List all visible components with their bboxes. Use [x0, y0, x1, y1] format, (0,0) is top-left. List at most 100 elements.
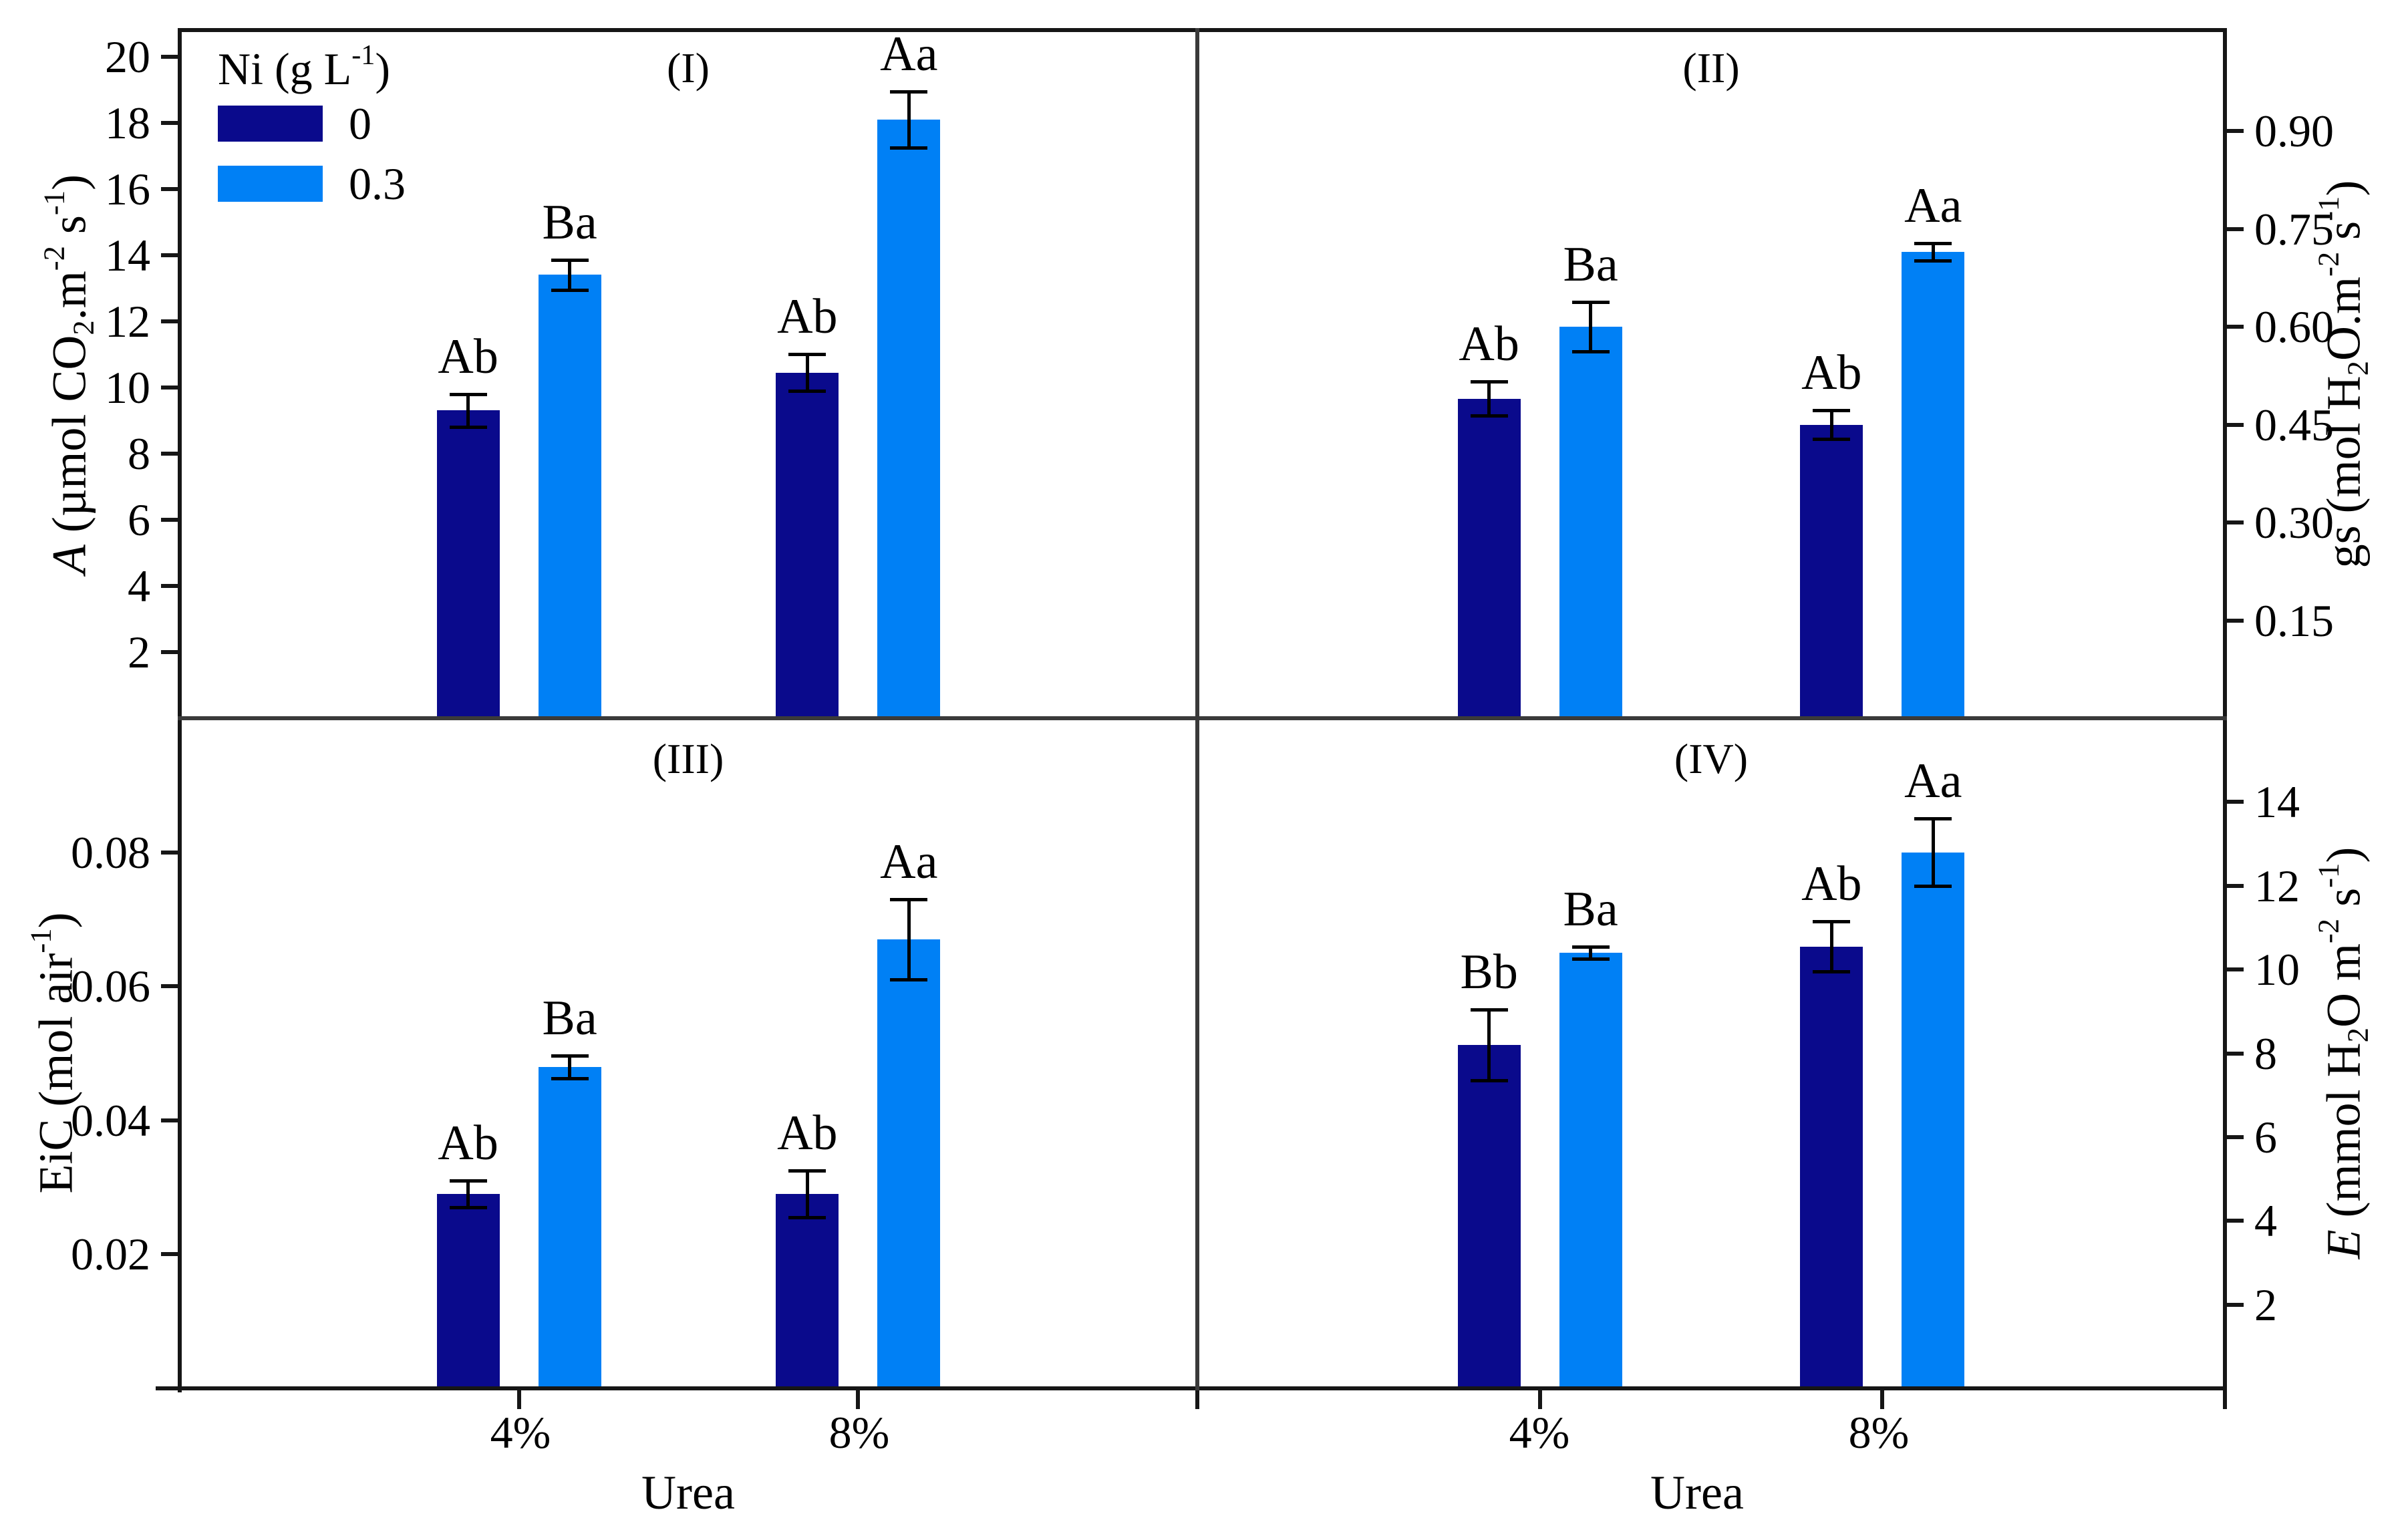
y-tick-label: 10 [2254, 944, 2300, 996]
bar-(IV)-4%-ni0 [1457, 1044, 1521, 1388]
significance-label: Ab [777, 1106, 838, 1161]
error-bar-line [907, 91, 911, 148]
significance-label: Bb [1460, 944, 1518, 1000]
y-tick-label: 12 [2254, 860, 2300, 911]
x-tick-right-corner [2223, 1390, 2227, 1409]
y-tick-label: 6 [2254, 1111, 2277, 1163]
error-bar-cap-top [1813, 409, 1851, 413]
significance-label: Ba [1563, 881, 1618, 937]
bar-(I)-8%-ni0 [776, 372, 839, 718]
y-tick [2225, 1134, 2244, 1139]
bar-(I)-4%-ni0.3 [538, 275, 601, 718]
error-bar-line [805, 354, 809, 391]
y-tick [161, 54, 180, 59]
significance-label: Aa [880, 26, 938, 82]
bottom-axis-line [178, 1386, 2227, 1390]
y-tick [161, 385, 180, 390]
y-tick-label: 0.08 [71, 826, 150, 878]
x-tick [1880, 1390, 1885, 1409]
legend-title: Ni (g L-1) [218, 39, 390, 94]
y-tick-label: 18 [105, 97, 150, 148]
significance-label: Ab [1801, 345, 1862, 401]
error-bar-cap-top [788, 353, 826, 357]
x-tick [516, 1390, 521, 1409]
bar-(IV)-8%-ni0 [1800, 946, 1863, 1388]
y-tick [161, 517, 180, 522]
x-axis-label-urea-left: Urea [641, 1466, 735, 1519]
y-tick [161, 583, 180, 588]
y-tick-label: 2 [2254, 1279, 2277, 1330]
y-tick-label: 4 [128, 560, 150, 611]
error-bar-cap-bottom [1470, 414, 1508, 418]
y-tick-zero-left [156, 1386, 180, 1390]
y-tick-label: 16 [105, 163, 150, 214]
y-tick-label: 0.75 [2254, 203, 2334, 255]
y-tick-label: 0.04 [71, 1094, 150, 1146]
error-bar-cap-bottom [1470, 1079, 1508, 1083]
y-tick [2225, 800, 2244, 804]
error-bar-cap-bottom [1914, 884, 1952, 888]
y-tick-label: 0.30 [2254, 497, 2334, 549]
error-bar-cap-bottom [890, 146, 928, 150]
legend-label-ni0.3: 0.3 [349, 158, 406, 209]
significance-label: Ab [438, 1116, 498, 1171]
y-tick-label: 0.60 [2254, 301, 2334, 353]
y-tick-label: 0.15 [2254, 595, 2334, 646]
x-tick [856, 1390, 861, 1409]
error-bar-cap-bottom [788, 389, 826, 393]
significance-label: Ab [777, 289, 838, 345]
panel-title-III: (III) [652, 735, 724, 782]
y-tick [161, 451, 180, 456]
y-tick-label: 8 [128, 428, 150, 479]
y-tick [161, 186, 180, 191]
y-tick [2225, 325, 2244, 329]
bar-(III)-4%-ni0.3 [538, 1066, 601, 1388]
x-tick-label-4pct-right: 4% [1509, 1407, 1570, 1458]
x-tick-panel-boundary [1195, 1390, 1199, 1409]
error-bar-cap-bottom [1914, 259, 1952, 263]
significance-label: Ab [1459, 317, 1519, 372]
bar-(II)-4%-ni0.3 [1559, 327, 1622, 718]
y-tick [2225, 1302, 2244, 1307]
bar-(II)-8%-ni0.3 [1902, 251, 1965, 718]
x-tick-label-8pct-left: 8% [829, 1407, 890, 1458]
bar-(III)-8%-ni0 [776, 1194, 839, 1388]
y-tick-label: 14 [105, 229, 150, 281]
error-bar-line [466, 394, 470, 428]
significance-label: Ab [438, 329, 498, 384]
panel-title-I: (I) [667, 44, 710, 92]
y-tick [161, 1252, 180, 1257]
y-tick [2225, 1219, 2244, 1223]
y-tick [2225, 883, 2244, 888]
error-bar-cap-bottom [449, 426, 487, 430]
bar-(IV)-8%-ni0.3 [1902, 852, 1965, 1388]
error-bar-line [568, 260, 572, 290]
error-bar-line [568, 1055, 572, 1078]
error-bar-cap-top [788, 1169, 826, 1173]
error-bar-cap-top [1571, 301, 1610, 305]
error-bar-cap-top [551, 259, 589, 263]
x-tick [1537, 1390, 1542, 1409]
error-bar-line [1589, 302, 1593, 352]
error-bar-cap-bottom [449, 1206, 487, 1210]
bar-(II)-8%-ni0 [1800, 424, 1863, 718]
panel-title-IV: (IV) [1674, 735, 1749, 782]
y-tick-label: 14 [2254, 776, 2300, 828]
y-tick [161, 253, 180, 257]
error-bar-cap-bottom [551, 1076, 589, 1080]
significance-label: Aa [1904, 178, 1962, 234]
y-tick [2225, 226, 2244, 231]
error-bar-cap-bottom [890, 978, 928, 982]
error-bar-line [1829, 410, 1833, 440]
error-bar-cap-bottom [1571, 350, 1610, 354]
error-bar-cap-top [890, 897, 928, 901]
horizontal-panel-divider [178, 716, 2227, 720]
significance-label: Aa [1904, 754, 1962, 809]
error-bar-cap-bottom [1813, 970, 1851, 974]
x-tick-label-8pct-right: 8% [1848, 1407, 1910, 1458]
significance-label: Ba [542, 990, 597, 1046]
significance-label: Aa [880, 834, 938, 889]
error-bar-line [1829, 921, 1833, 972]
